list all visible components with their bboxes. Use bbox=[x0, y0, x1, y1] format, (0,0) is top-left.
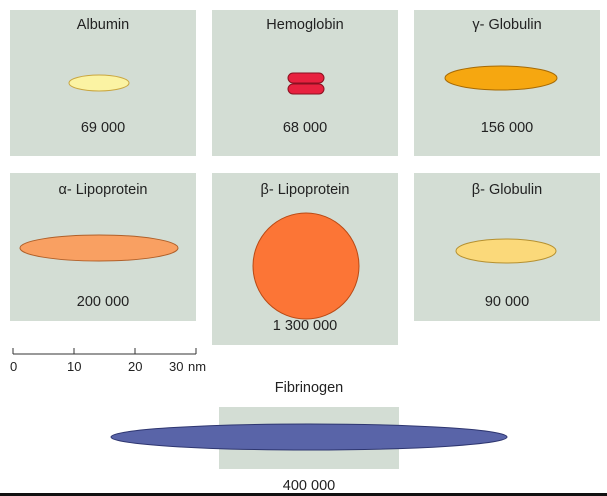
beta-lipoprotein-panel: β- Lipoprotein 1 300 000 bbox=[212, 173, 398, 345]
albumin-shape bbox=[68, 74, 130, 92]
scale-unit: nm bbox=[188, 359, 207, 374]
scale-bar: 0 10 20 30 nm bbox=[10, 345, 210, 385]
fibrinogen-mass: 400 000 bbox=[282, 478, 336, 494]
beta-globulin-panel: β- Globulin 90 000 bbox=[414, 173, 600, 321]
alpha-lipoprotein-name: α- Lipoprotein bbox=[58, 182, 148, 198]
scale-tick-0: 0 bbox=[10, 359, 18, 374]
alpha-lipoprotein-shape bbox=[19, 234, 179, 262]
albumin-panel: Albumin 69 000 bbox=[10, 10, 196, 156]
gamma-globulin-name: γ- Globulin bbox=[472, 17, 542, 33]
scale-tick-30: 30 bbox=[169, 359, 184, 374]
scale-bar-line bbox=[12, 348, 197, 355]
beta-lipoprotein-shape bbox=[252, 212, 360, 320]
beta-globulin-mass: 90 000 bbox=[484, 294, 530, 310]
scale-tick-10: 10 bbox=[67, 359, 82, 374]
beta-lipoprotein-name: β- Lipoprotein bbox=[260, 182, 350, 198]
hemoglobin-panel: Hemoglobin 68 000 bbox=[212, 10, 398, 156]
beta-globulin-name: β- Globulin bbox=[471, 182, 543, 198]
hemoglobin-name: Hemoglobin bbox=[266, 17, 344, 33]
bottom-rule bbox=[0, 493, 607, 496]
alpha-lipoprotein-mass: 200 000 bbox=[76, 294, 130, 310]
gamma-globulin-shape bbox=[444, 65, 558, 91]
beta-lipoprotein-mass: 1 300 000 bbox=[272, 318, 338, 334]
hemoglobin-mass: 68 000 bbox=[282, 120, 328, 136]
beta-globulin-shape bbox=[455, 238, 557, 264]
albumin-mass: 69 000 bbox=[80, 120, 126, 136]
hemoglobin-shape bbox=[287, 72, 325, 95]
scale-tick-20: 20 bbox=[128, 359, 143, 374]
alpha-lipoprotein-panel: α- Lipoprotein 200 000 bbox=[10, 173, 196, 321]
gamma-globulin-panel: γ- Globulin 156 000 bbox=[414, 10, 600, 156]
gamma-globulin-mass: 156 000 bbox=[480, 120, 534, 136]
fibrinogen-name: Fibrinogen bbox=[274, 380, 344, 396]
albumin-name: Albumin bbox=[76, 17, 130, 33]
